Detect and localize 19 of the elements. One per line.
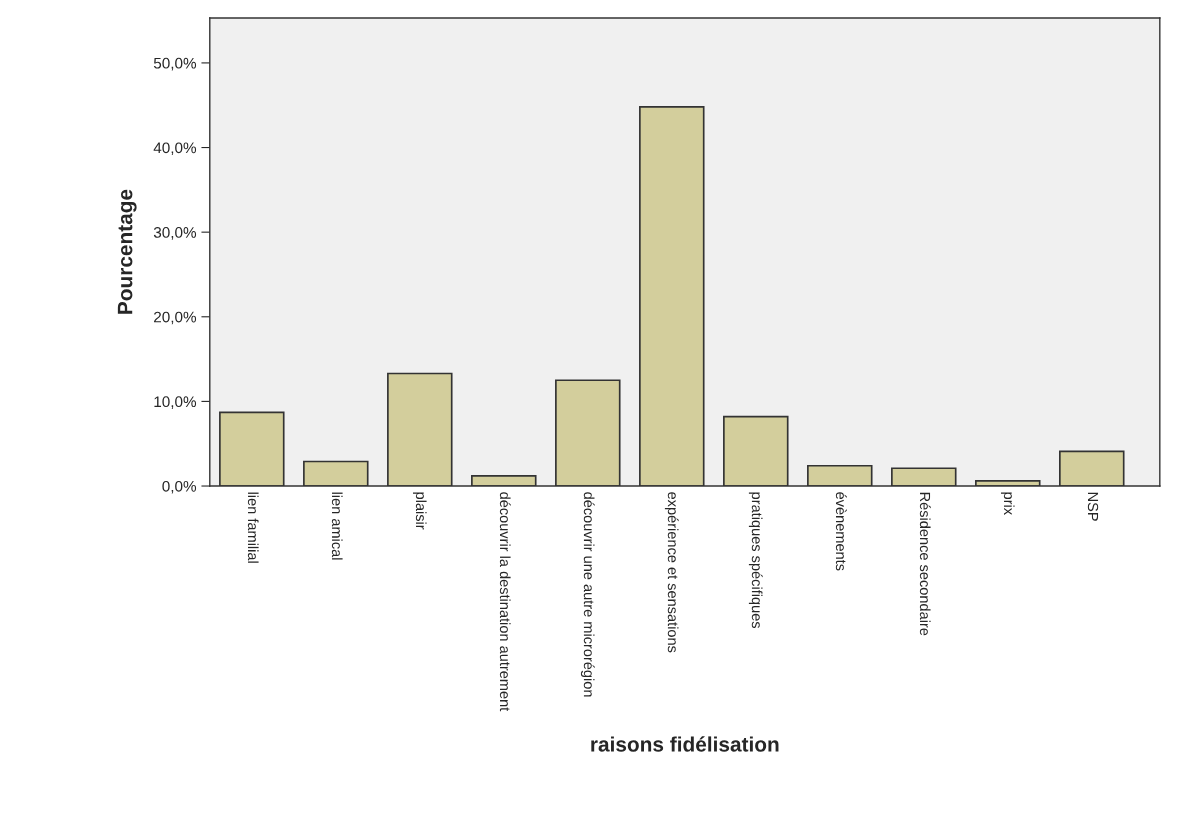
x-tick-label: lien amical	[331, 492, 343, 560]
x-tick-label: plaisir	[412, 492, 427, 530]
x-tick-label: NSP	[1087, 492, 1099, 521]
y-tick-label: 20,0%	[154, 311, 197, 325]
x-tick-label: Résidence secondaire	[919, 492, 931, 636]
x-tick-label: pratiques spécifiques	[748, 492, 763, 629]
x-tick-label: découvrir la destination autrement	[499, 492, 511, 712]
y-tick-label: 0,0%	[162, 480, 197, 494]
y-axis-title: Pourcentage	[117, 189, 137, 314]
y-tick-label: 40,0%	[153, 142, 197, 156]
x-tick-label: évènements	[835, 492, 847, 571]
x-axis-title: raisons fidélisation	[591, 736, 779, 752]
x-tick-label: prix	[1000, 492, 1015, 515]
x-tick-label: lien familial	[247, 492, 259, 563]
x-tick-label: découvrir une autre microrégion	[580, 492, 595, 697]
y-tick-label: 50,0%	[153, 57, 197, 71]
y-tick-label: 30,0%	[153, 227, 197, 240]
y-tick-label: 10,0%	[154, 396, 197, 409]
x-tick-label: expérience et sensations	[664, 492, 679, 653]
